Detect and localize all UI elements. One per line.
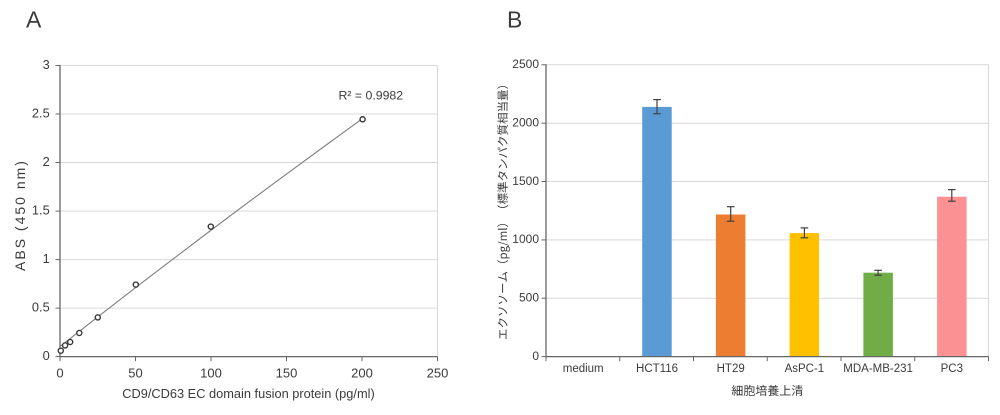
- svg-text:2500: 2500: [512, 57, 539, 71]
- svg-text:50: 50: [128, 365, 142, 380]
- svg-text:R² = 0.9982: R² = 0.9982: [339, 88, 404, 102]
- svg-text:A: A: [26, 6, 42, 32]
- svg-text:3: 3: [43, 57, 50, 72]
- svg-text:PC3: PC3: [941, 363, 963, 375]
- svg-text:CD9/CD63 EC domain fusion prot: CD9/CD63 EC domain fusion protein (pg/ml…: [122, 386, 375, 401]
- svg-text:ABS (450 nm): ABS (450 nm): [12, 159, 28, 271]
- svg-text:0: 0: [43, 348, 50, 363]
- svg-text:1: 1: [43, 251, 50, 266]
- svg-text:1500: 1500: [512, 174, 539, 188]
- svg-text:0: 0: [532, 349, 539, 363]
- svg-text:2: 2: [43, 154, 50, 169]
- svg-text:0: 0: [56, 365, 63, 380]
- svg-text:150: 150: [276, 365, 298, 380]
- svg-text:medium: medium: [563, 363, 604, 375]
- svg-text:1000: 1000: [512, 232, 539, 246]
- svg-text:2000: 2000: [512, 116, 539, 130]
- svg-text:200: 200: [351, 365, 373, 380]
- svg-text:HT29: HT29: [717, 363, 745, 375]
- svg-text:100: 100: [200, 365, 222, 380]
- svg-text:2.5: 2.5: [32, 105, 50, 120]
- svg-text:AsPC-1: AsPC-1: [785, 363, 825, 375]
- svg-text:250: 250: [427, 365, 449, 380]
- svg-text:B: B: [507, 6, 522, 32]
- svg-text:MDA-MB-231: MDA-MB-231: [843, 363, 913, 375]
- svg-text:500: 500: [519, 291, 539, 305]
- svg-text:HCT116: HCT116: [636, 363, 678, 375]
- svg-text:0.5: 0.5: [32, 300, 50, 315]
- svg-text:1.5: 1.5: [32, 203, 50, 218]
